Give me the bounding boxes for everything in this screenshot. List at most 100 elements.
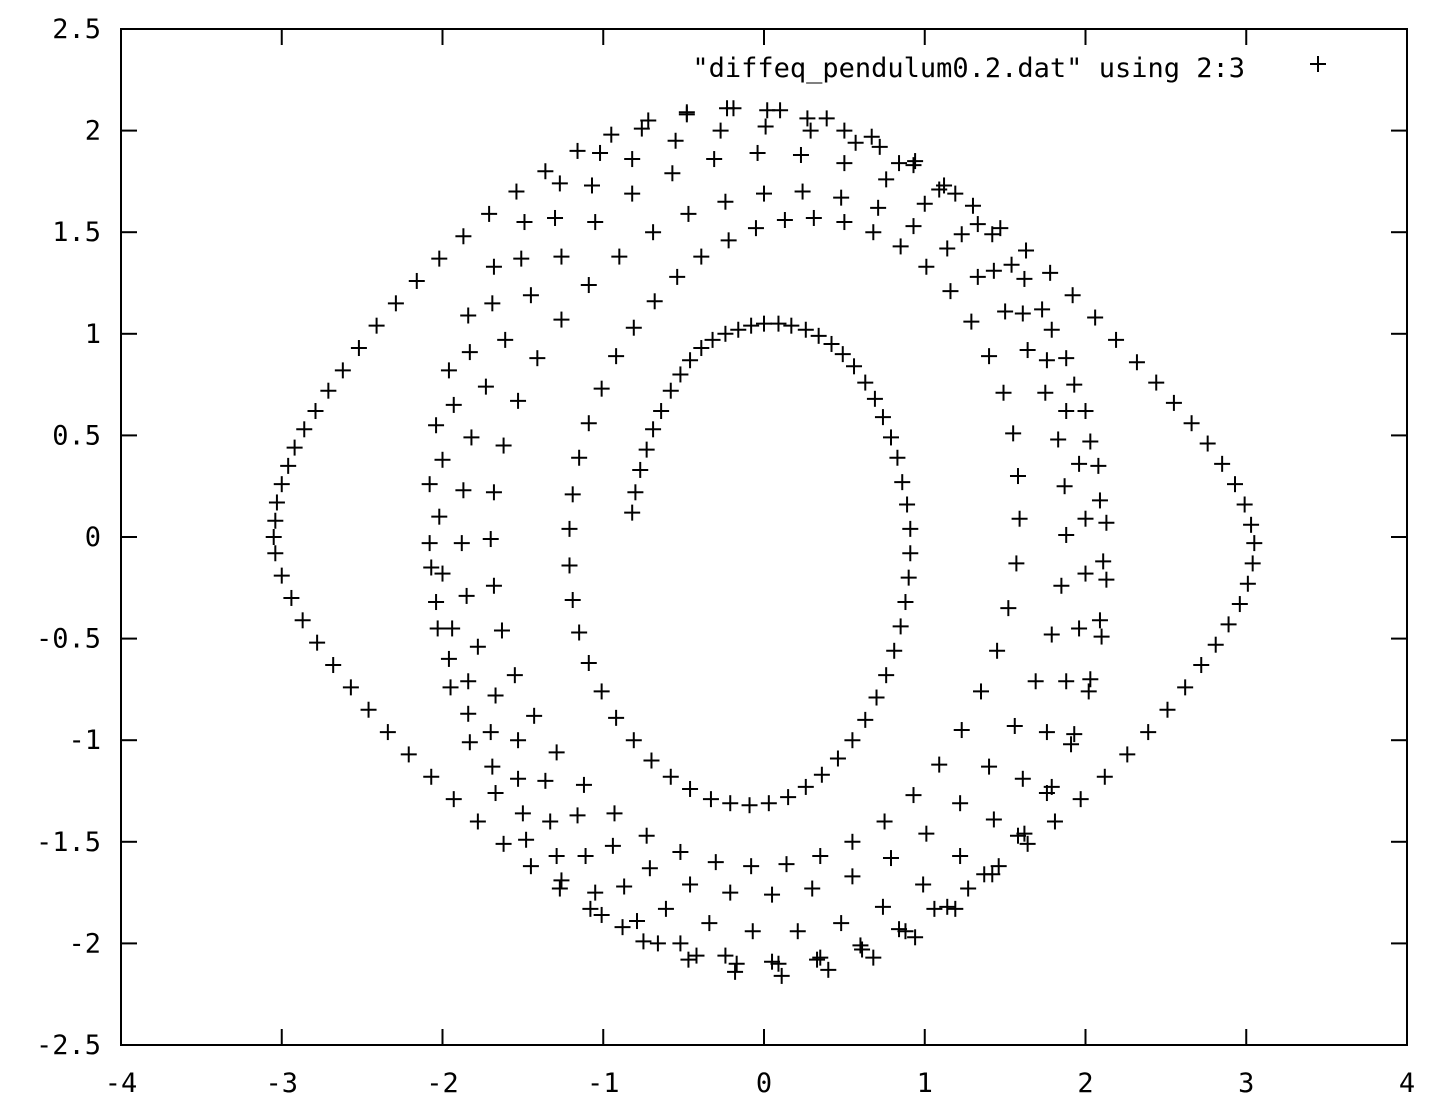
data-point: [569, 142, 586, 159]
axis-ticks: [120, 28, 1408, 1046]
data-point: [1165, 394, 1182, 411]
data-point: [547, 209, 564, 226]
data-point: [273, 476, 290, 493]
data-point: [267, 512, 284, 529]
data-point: [871, 138, 888, 155]
x-tick-label: 4: [1399, 1068, 1415, 1099]
data-point: [606, 805, 623, 822]
data-point: [989, 642, 1006, 659]
data-point: [1027, 673, 1044, 690]
data-point: [756, 315, 772, 332]
data-point: [973, 683, 990, 700]
data-point: [891, 155, 908, 172]
data-point: [1009, 827, 1026, 844]
data-point: [797, 778, 814, 795]
data-point: [1053, 577, 1070, 594]
data-point: [569, 807, 586, 824]
data-point: [997, 303, 1014, 320]
data-point: [857, 711, 874, 728]
data-point: [1043, 321, 1060, 338]
data-point: [518, 831, 535, 848]
data-point: [717, 325, 734, 342]
legend-plus-icon: [1310, 56, 1326, 72]
data-point: [646, 293, 663, 310]
data-point: [707, 854, 724, 871]
data-point: [1005, 425, 1022, 442]
data-point: [429, 620, 446, 637]
data-point: [792, 146, 809, 163]
data-point: [783, 317, 800, 334]
data-point: [320, 382, 337, 399]
data-point: [522, 858, 539, 875]
data-point: [421, 476, 438, 493]
x-tick-label: 3: [1238, 1068, 1254, 1099]
data-point: [964, 197, 981, 214]
data-point: [678, 104, 695, 121]
data-point: [522, 287, 539, 304]
data-point: [770, 315, 787, 332]
data-point: [296, 421, 313, 438]
data-point: [720, 232, 737, 249]
data-point: [1236, 496, 1253, 513]
data-point: [1038, 352, 1055, 369]
data-point: [1011, 510, 1028, 527]
data-point: [844, 833, 861, 850]
data-point: [756, 185, 772, 202]
data-point: [645, 224, 662, 241]
data-point: [495, 835, 512, 852]
y-tick-label: 1.5: [52, 217, 101, 248]
data-point: [902, 545, 919, 562]
data-point: [704, 331, 721, 348]
data-point: [1043, 778, 1060, 795]
data-point: [506, 667, 523, 684]
data-point: [882, 429, 899, 446]
data-point: [1072, 791, 1089, 808]
data-point: [1140, 724, 1157, 741]
data-point: [874, 409, 891, 426]
data-point: [759, 102, 776, 119]
data-point: [653, 403, 670, 420]
data-point: [760, 795, 777, 812]
legend: "diffeq_pendulum0.2.dat" using 2:3: [692, 53, 1326, 84]
x-tick-label: 2: [1077, 1068, 1093, 1099]
data-point: [780, 789, 797, 806]
data-point: [608, 709, 625, 726]
data-point: [882, 850, 899, 867]
data-point: [1098, 514, 1115, 531]
data-point: [865, 949, 882, 966]
data-point: [1095, 553, 1112, 570]
data-point: [1226, 476, 1243, 493]
data-point: [916, 195, 933, 212]
data-points: [265, 100, 1263, 984]
data-point: [1034, 301, 1051, 318]
data-point: [477, 378, 494, 395]
data-point: [854, 941, 871, 958]
data-point: [431, 250, 448, 267]
data-point: [823, 335, 840, 352]
data-point: [820, 961, 837, 978]
data-point: [730, 321, 747, 338]
data-point: [514, 805, 531, 822]
data-point: [728, 955, 745, 972]
data-point: [939, 240, 956, 257]
data-point: [846, 358, 863, 375]
data-point: [682, 352, 699, 369]
data-point: [1063, 736, 1080, 753]
data-point: [350, 340, 367, 357]
data-point: [960, 880, 977, 897]
data-point: [969, 216, 986, 233]
data-point: [445, 791, 462, 808]
data-point: [553, 872, 570, 889]
data-point: [1148, 374, 1165, 391]
data-point: [719, 100, 736, 117]
data-point: [460, 705, 477, 722]
data-point: [1009, 468, 1026, 485]
data-point: [1006, 717, 1023, 734]
data-point: [669, 268, 686, 285]
data-point: [624, 185, 641, 202]
data-point: [1246, 535, 1263, 552]
data-point: [368, 317, 385, 334]
data-point: [657, 900, 674, 917]
data-point: [434, 451, 451, 468]
data-point: [953, 722, 970, 739]
